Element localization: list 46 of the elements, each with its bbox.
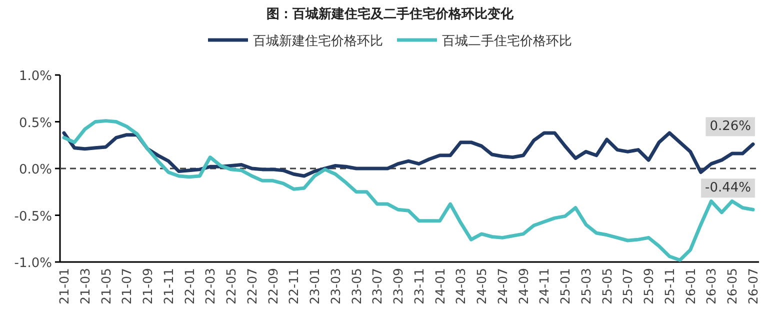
x-tick-label: 24-03 [453, 268, 468, 304]
x-tick-label: 22-09 [265, 268, 280, 304]
x-tick-label: 23-11 [411, 268, 426, 304]
x-tick-label: 25-05 [599, 268, 614, 304]
line-series [62, 131, 755, 178]
chart-title: 图：百城新建住宅及二手住宅价格环比变化 [266, 6, 514, 22]
data-label: -0.44% [705, 180, 751, 196]
x-tick-label: 22-07 [244, 268, 260, 304]
x-tick-label: 22-11 [286, 268, 302, 304]
x-tick-label: 21-05 [98, 268, 114, 304]
x-tick-label: 26-03 [704, 268, 719, 304]
x-tick-label: 26-01 [682, 268, 698, 304]
x-tick-label: 26-07 [746, 268, 760, 304]
x-tick-label: 25-09 [641, 268, 656, 304]
x-tick-label: 22-05 [224, 268, 239, 304]
x-tick-label: 21-01 [56, 268, 72, 304]
x-tick-label: 26-05 [724, 268, 740, 304]
x-tick-label: 24-11 [536, 268, 552, 304]
data-label: 0.26% [710, 119, 751, 134]
x-tick-label: 24-07 [494, 268, 510, 304]
x-tick-label: 22-01 [182, 268, 197, 304]
x-tick-label: 21-11 [160, 268, 176, 304]
x-tick-label: 25-07 [620, 268, 636, 304]
line-series [62, 119, 755, 262]
legend-label: 百城二手住宅价格环比 [442, 33, 572, 49]
x-tick-label: 24-05 [474, 268, 490, 304]
y-tick-label: 0.0% [18, 162, 52, 178]
x-tick-label: 23-09 [390, 268, 406, 304]
x-tick-label: 24-09 [516, 268, 531, 304]
x-tick-label: 23-07 [370, 268, 385, 304]
legend-label: 百城新建住宅价格环比 [253, 33, 383, 49]
y-tick-label: -0.5% [14, 209, 52, 224]
x-tick-label: 25-11 [662, 268, 677, 304]
y-tick-label: 1.0% [18, 69, 52, 84]
x-tick-label: 23-03 [328, 268, 343, 304]
y-tick-label: -1.0% [14, 256, 52, 271]
y-tick-label: 0.5% [18, 116, 52, 131]
x-tick-label: 21-03 [77, 268, 92, 304]
x-tick-label: 24-01 [432, 268, 448, 304]
x-tick-label: 25-01 [558, 268, 573, 304]
x-tick-label: 22-03 [202, 268, 218, 304]
x-tick-label: 23-05 [348, 268, 364, 304]
x-tick-label: 21-09 [140, 268, 156, 304]
x-tick-label: 23-01 [307, 268, 322, 304]
x-tick-label: 21-07 [119, 268, 134, 304]
x-tick-label: 25-03 [578, 268, 594, 304]
